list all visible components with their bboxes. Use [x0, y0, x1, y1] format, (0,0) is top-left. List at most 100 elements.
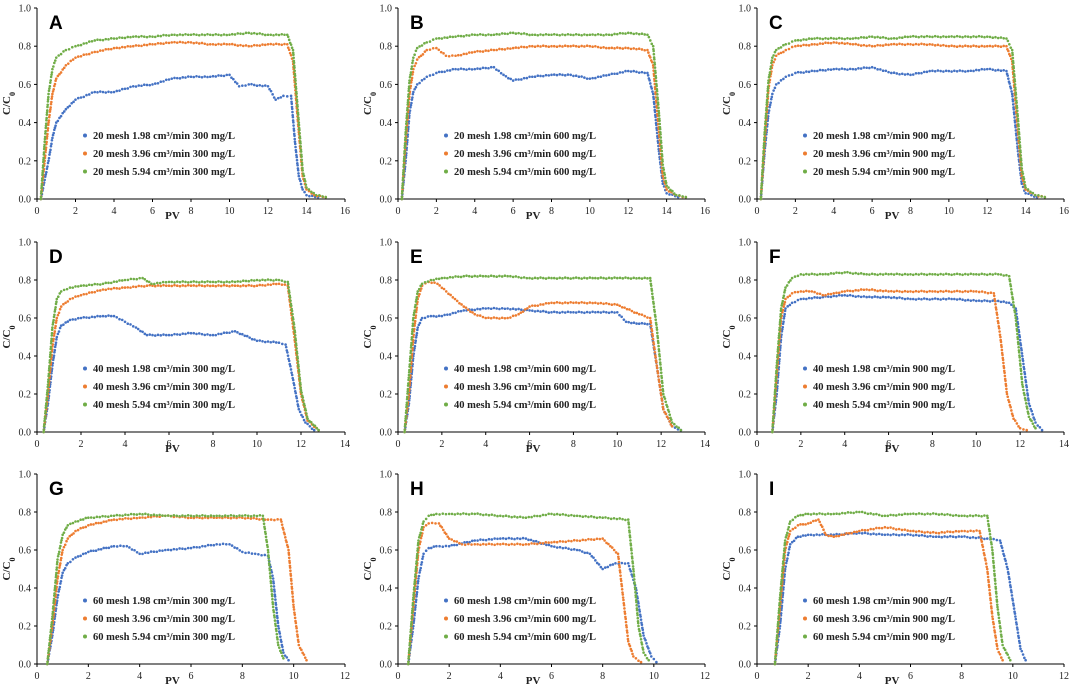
x-tick-label: 4	[137, 671, 142, 682]
data-point	[217, 284, 220, 287]
data-point	[572, 538, 576, 542]
data-point	[630, 573, 633, 576]
data-point	[585, 277, 589, 280]
data-point	[525, 76, 529, 80]
data-point	[162, 80, 165, 83]
data-point	[605, 74, 608, 77]
data-point	[840, 37, 844, 40]
data-point	[511, 31, 515, 35]
data-point	[1027, 399, 1030, 402]
data-point	[555, 33, 559, 37]
legend-label: 40 mesh 3.96 cm³/min 600 mg/L	[454, 382, 596, 393]
data-point	[657, 109, 661, 113]
data-point	[437, 70, 441, 74]
data-point	[914, 533, 918, 537]
data-point	[269, 278, 273, 282]
data-point	[992, 294, 996, 298]
data-point	[1017, 349, 1021, 352]
data-point	[115, 37, 119, 40]
data-point	[909, 290, 912, 293]
data-point	[56, 119, 60, 123]
data-point	[773, 390, 777, 394]
data-point	[470, 33, 474, 36]
data-point	[285, 95, 289, 98]
data-point	[1011, 51, 1014, 55]
data-point	[272, 585, 276, 588]
data-point	[649, 56, 652, 59]
data-point	[487, 537, 491, 541]
data-point	[268, 572, 272, 575]
data-point	[625, 307, 629, 311]
data-point	[272, 43, 275, 46]
data-point	[591, 33, 594, 36]
data-point	[637, 71, 641, 74]
data-point	[1026, 188, 1030, 191]
data-point	[448, 275, 452, 279]
data-point	[295, 343, 298, 347]
data-point	[783, 291, 786, 294]
data-point	[821, 293, 825, 297]
data-point	[826, 37, 830, 41]
data-point	[635, 322, 638, 325]
data-point	[54, 302, 58, 306]
data-point	[481, 513, 485, 517]
data-point	[64, 64, 68, 67]
data-point	[200, 332, 204, 336]
data-point	[473, 274, 477, 278]
data-point	[1011, 599, 1015, 602]
x-tick-label: 12	[1059, 671, 1069, 682]
data-point	[418, 81, 421, 85]
data-point	[401, 173, 405, 176]
data-point	[650, 329, 654, 333]
data-point	[765, 100, 769, 104]
data-point	[442, 52, 445, 55]
data-point	[614, 562, 617, 565]
data-point	[203, 544, 207, 548]
data-point	[470, 539, 474, 543]
data-point	[241, 516, 244, 519]
data-point	[651, 334, 655, 338]
data-point	[999, 340, 1003, 344]
data-point	[868, 66, 871, 70]
data-point	[495, 32, 498, 36]
data-point	[181, 284, 185, 287]
data-point	[52, 356, 55, 360]
data-point	[939, 272, 942, 276]
data-point	[70, 533, 73, 537]
legend-label: 40 mesh 5.94 cm³/min 300 mg/L	[93, 400, 235, 411]
data-point	[788, 303, 792, 307]
data-point	[167, 284, 171, 288]
data-point	[1006, 74, 1010, 77]
data-point	[807, 44, 811, 47]
data-point	[200, 284, 204, 288]
data-point	[414, 604, 417, 607]
data-point	[944, 289, 948, 293]
data-point	[890, 296, 893, 300]
data-point	[786, 557, 789, 560]
data-point	[52, 88, 55, 91]
data-point	[561, 512, 565, 516]
data-point	[660, 152, 664, 156]
data-point	[46, 105, 49, 109]
data-point	[829, 36, 833, 40]
data-point	[631, 565, 635, 568]
data-point	[294, 619, 297, 623]
data-point	[123, 36, 127, 40]
data-point	[547, 311, 551, 314]
data-point	[495, 68, 498, 71]
data-point	[778, 326, 781, 330]
data-point	[459, 275, 463, 279]
data-point	[255, 278, 259, 282]
data-point	[1016, 112, 1019, 116]
data-point	[45, 662, 49, 666]
data-point	[131, 285, 135, 288]
data-point	[487, 66, 490, 70]
data-point	[527, 515, 531, 519]
data-point	[807, 37, 811, 40]
data-point	[649, 82, 652, 85]
data-point	[558, 539, 562, 543]
data-point	[416, 326, 420, 329]
data-point	[462, 67, 466, 71]
data-point	[173, 283, 176, 287]
data-point	[675, 425, 678, 428]
